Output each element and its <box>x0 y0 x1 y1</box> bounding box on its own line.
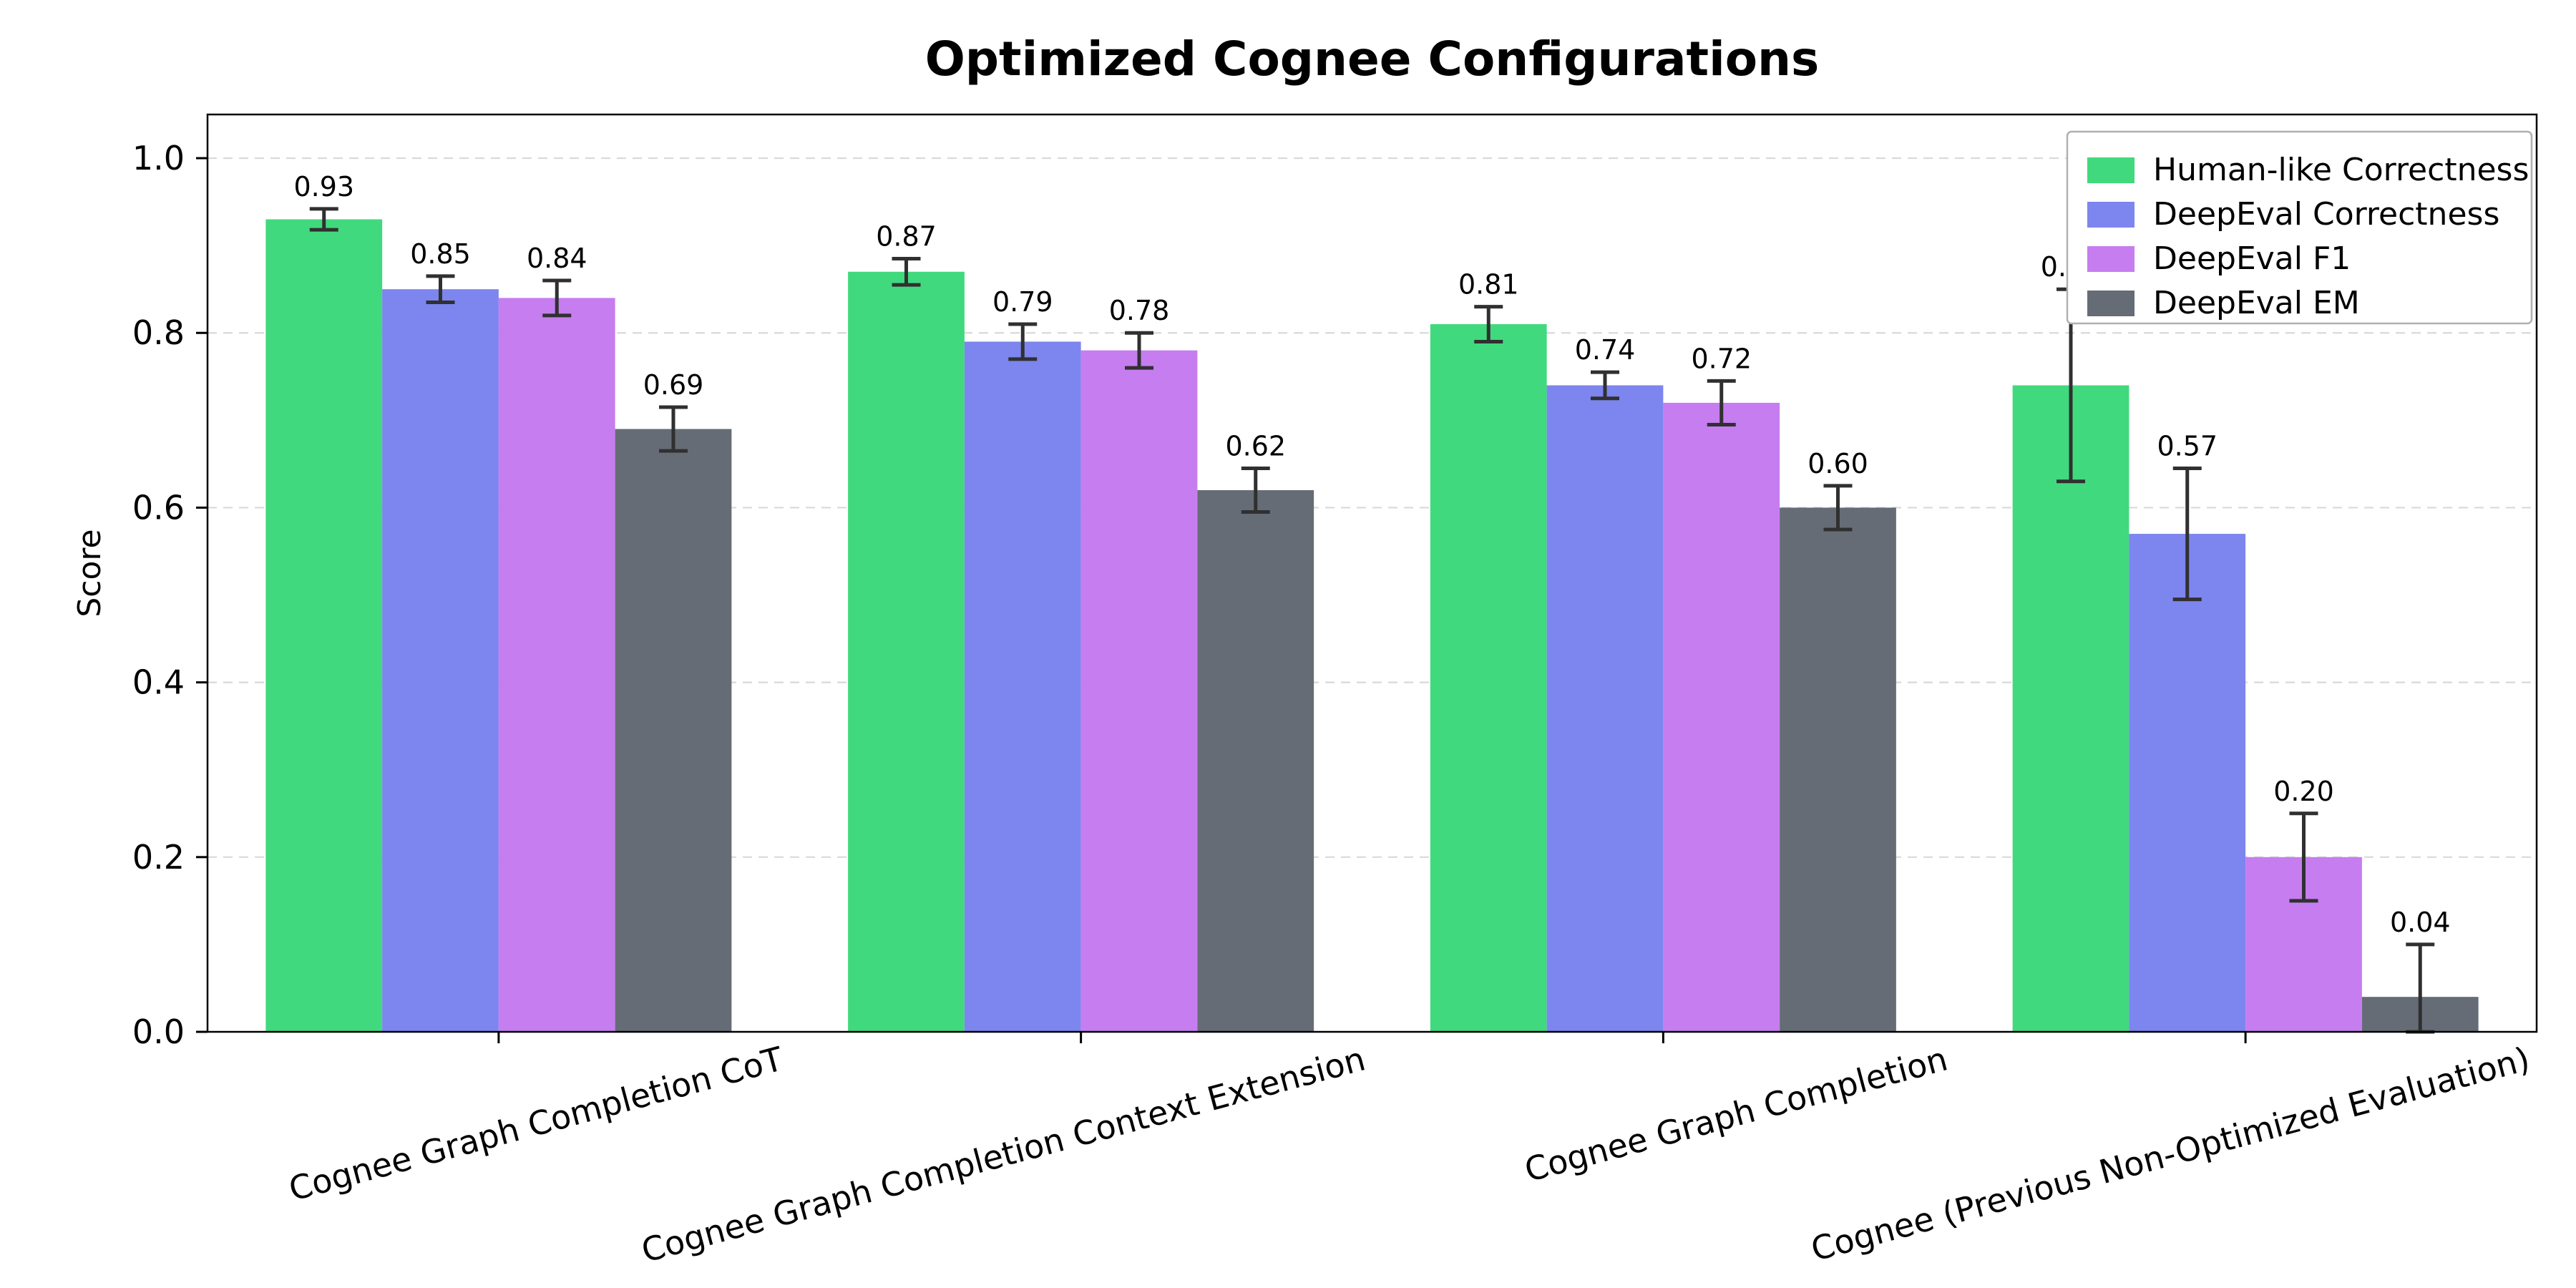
legend-swatch-human-like-correctness <box>2087 157 2135 183</box>
bar-deepeval-f1 <box>1080 350 1198 1033</box>
bar-value-label: 0.74 <box>1575 334 1636 366</box>
bar-deepeval-correctness <box>2129 534 2246 1032</box>
bar-value-label: 0.93 <box>293 171 354 203</box>
bar-value-label: 0.20 <box>2273 776 2334 807</box>
bar-value-label: 0.04 <box>2390 907 2451 938</box>
y-tick-label: 0.6 <box>132 488 185 527</box>
legend-swatch-deepeval-correctness <box>2087 202 2135 228</box>
bar-deepeval-correctness <box>382 289 499 1033</box>
legend-swatch-deepeval-em <box>2087 291 2135 316</box>
bar-deepeval-correctness <box>1546 385 1664 1032</box>
y-axis-label: Score <box>72 529 108 617</box>
x-tick-label: Cognee Graph Completion CoT <box>285 1039 788 1209</box>
legend-box <box>2066 130 2533 325</box>
bar-value-label: 0.87 <box>876 220 937 252</box>
bar-value-label: 0.84 <box>527 243 587 274</box>
bar-value-label: 0.81 <box>1458 269 1519 301</box>
bar-value-label: 0.85 <box>410 238 471 270</box>
y-tick-label: 1.0 <box>132 139 185 177</box>
bar-value-label: 0.60 <box>1807 448 1868 479</box>
bar-deepeval-em <box>1780 507 1896 1032</box>
legend-label: DeepEval Correctness <box>2153 196 2499 233</box>
bar-value-label: 0.78 <box>1109 295 1170 326</box>
y-tick-label: 0.0 <box>132 1013 185 1051</box>
bar-deepeval-em <box>615 429 732 1032</box>
y-tick-label: 0.4 <box>132 663 185 702</box>
bar-value-label: 0.62 <box>1225 430 1286 462</box>
legend-label: Human-like Correctness <box>2153 152 2529 188</box>
bar-human-like-correctness <box>848 271 965 1032</box>
bar-human-like-correctness <box>265 219 383 1032</box>
bar-deepeval-f1 <box>498 298 615 1032</box>
legend-swatch-deepeval-f1 <box>2087 246 2135 272</box>
bar-deepeval-f1 <box>1663 402 1780 1032</box>
x-tick-label: Cognee Graph Completion <box>1521 1039 1951 1189</box>
bar-deepeval-em <box>1197 490 1314 1032</box>
legend-label: DeepEval F1 <box>2153 240 2351 277</box>
bar-value-label: 0.69 <box>643 369 704 401</box>
bar-human-like-correctness <box>2012 385 2129 1032</box>
y-tick-label: 0.8 <box>132 313 185 352</box>
chart-title: Optimized Cognee Configurations <box>925 31 1820 87</box>
bar-value-label: 0.57 <box>2157 430 2218 462</box>
bar-deepeval-correctness <box>964 341 1081 1032</box>
legend-label: DeepEval EM <box>2153 285 2360 321</box>
bar-value-label: 0.72 <box>1691 343 1752 374</box>
bar-human-like-correctness <box>1430 324 1547 1032</box>
bar-value-label: 0.79 <box>992 286 1053 318</box>
plot-frame <box>206 113 2538 1033</box>
y-tick-label: 0.2 <box>132 838 185 877</box>
